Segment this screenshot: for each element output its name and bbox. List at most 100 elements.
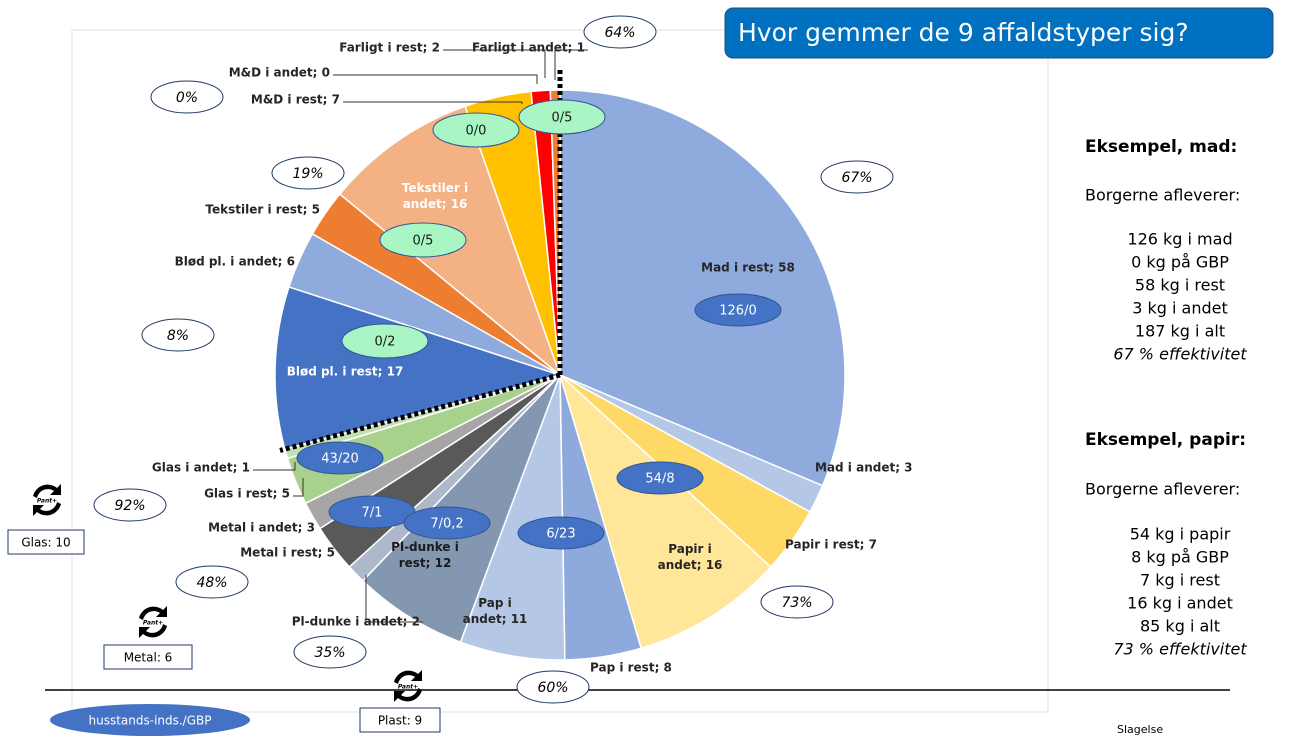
ratio-oval	[432, 112, 520, 148]
pant-icon: Pant+	[33, 484, 61, 516]
percent-label: 0%	[176, 90, 198, 106]
pie-slice	[274, 285, 563, 451]
pant-icon-label: Pant+	[398, 684, 418, 691]
slice-label: Papir i andet; 16	[657, 542, 723, 572]
ratio-oval	[403, 506, 491, 540]
pant-arrow	[33, 484, 61, 498]
ratio-oval	[296, 441, 384, 475]
ratio-label: 0/0	[466, 124, 487, 139]
percent-label: 67%	[841, 170, 872, 186]
ratio-label: 0/5	[413, 234, 434, 249]
title-box	[724, 7, 1274, 59]
slice-label: Blød pl. i andet; 6	[175, 255, 295, 269]
percent-label: 92%	[114, 498, 145, 514]
example-line: 7 kg i rest	[1140, 571, 1220, 590]
pant-box	[103, 644, 193, 670]
percent-oval	[820, 160, 894, 194]
percent-oval	[271, 156, 345, 190]
ratio-oval	[616, 461, 704, 495]
leader-line	[293, 478, 304, 497]
slice-label: Pap i rest; 8	[590, 661, 672, 675]
example-efficiency: 67 % effektivitet	[1113, 345, 1247, 364]
slice-label: Mad i rest; 58	[701, 261, 795, 275]
slice-label: Glas i rest; 5	[204, 487, 290, 501]
leader-line	[443, 49, 546, 78]
slice-label: M&D i rest; 7	[251, 93, 340, 107]
percent-oval	[760, 585, 834, 619]
ratio-label: 54/8	[645, 472, 674, 487]
ratio-oval	[517, 516, 605, 550]
percent-oval	[516, 670, 590, 704]
ratio-label: 7/1	[362, 506, 383, 521]
slice-label: Tekstiler i andet; 16	[401, 181, 469, 211]
percent-label: 8%	[167, 328, 189, 344]
pie-slice	[559, 89, 846, 487]
ratio-label: 43/20	[321, 452, 358, 467]
percent-oval	[293, 635, 367, 669]
ratio-oval	[518, 99, 606, 135]
leader-line	[333, 74, 538, 84]
slice-label: Pl-dunke i rest; 12	[391, 540, 459, 570]
legend-button	[50, 704, 250, 736]
leader-line	[343, 101, 523, 104]
example-line: 54 kg i papir	[1130, 525, 1231, 544]
percent-oval	[150, 80, 224, 114]
example-line: 58 kg i rest	[1135, 276, 1225, 295]
example-heading: Eksempel, papir:	[1085, 430, 1246, 450]
ratio-oval	[694, 293, 782, 327]
slice-label: Tekstiler i rest; 5	[205, 203, 320, 217]
ratio-label: 7/0,2	[430, 517, 463, 532]
pant-arrow	[139, 606, 167, 620]
pant-icon: Pant+	[139, 606, 167, 638]
footer-text: Slagelse	[1117, 723, 1163, 736]
ratio-oval	[379, 222, 467, 258]
pant-box-label: Metal: 6	[124, 651, 173, 665]
ratio-label: 6/23	[546, 527, 575, 542]
pant-arrow	[33, 502, 61, 516]
ratio-label: 0/5	[552, 111, 573, 126]
separator	[279, 372, 561, 453]
percent-label: 48%	[196, 575, 227, 591]
pant-icon-label: Pant+	[37, 498, 57, 505]
slice-label: Blød pl. i rest; 17	[287, 365, 404, 379]
legend-button-label: husstands-inds./GBP	[88, 714, 211, 728]
example-heading: Eksempel, mad:	[1085, 137, 1237, 157]
example-line: 8 kg på GBP	[1131, 548, 1229, 567]
example-line: 126 kg i mad	[1127, 230, 1232, 249]
example-line: 3 kg i andet	[1132, 299, 1228, 318]
slice-label: Pap i andet; 11	[463, 596, 528, 626]
slice-label: Papir i rest; 7	[785, 538, 877, 552]
slice-label: Pl-dunke i andet; 2	[292, 615, 420, 629]
example-line: 187 kg i alt	[1135, 322, 1225, 341]
example-efficiency: 73 % effektivitet	[1113, 640, 1247, 659]
slice-label-text: Pl-dunke i rest; 12	[391, 540, 459, 570]
slice-label: Farligt i rest; 2	[339, 41, 440, 55]
slice-label: Farligt i andet; 1	[472, 41, 585, 55]
percent-oval	[93, 488, 167, 522]
example-line: 16 kg i andet	[1127, 594, 1233, 613]
percent-label: 35%	[314, 645, 345, 661]
title: Hvor gemmer de 9 affaldstyper sig?	[738, 18, 1189, 47]
example-line: 0 kg på GBP	[1131, 253, 1229, 272]
pant-icon: Pant+	[394, 670, 422, 702]
pant-arrow	[139, 624, 167, 638]
slice-label: Mad i andet; 3	[815, 461, 913, 475]
ratio-label: 126/0	[719, 304, 756, 319]
pant-arrow	[394, 670, 422, 684]
pant-arrow	[394, 688, 422, 702]
pie-slice	[558, 372, 772, 650]
slice-label-text: Papir i andet; 16	[657, 542, 723, 572]
leader-line	[365, 575, 423, 623]
slice-label-text: Tekstiler i andet; 16	[401, 181, 469, 211]
example-line: 85 kg i alt	[1140, 617, 1220, 636]
example-intro: Borgerne afleverer:	[1085, 480, 1240, 499]
ratio-label: 0/2	[375, 335, 396, 350]
pant-box	[7, 529, 85, 555]
pant-box-label: Glas: 10	[21, 536, 70, 550]
slice-label: Metal i rest; 5	[240, 546, 335, 560]
leader-line	[554, 49, 588, 80]
percent-label: 73%	[781, 595, 812, 611]
percent-label: 19%	[292, 166, 323, 182]
percent-oval	[175, 565, 249, 599]
